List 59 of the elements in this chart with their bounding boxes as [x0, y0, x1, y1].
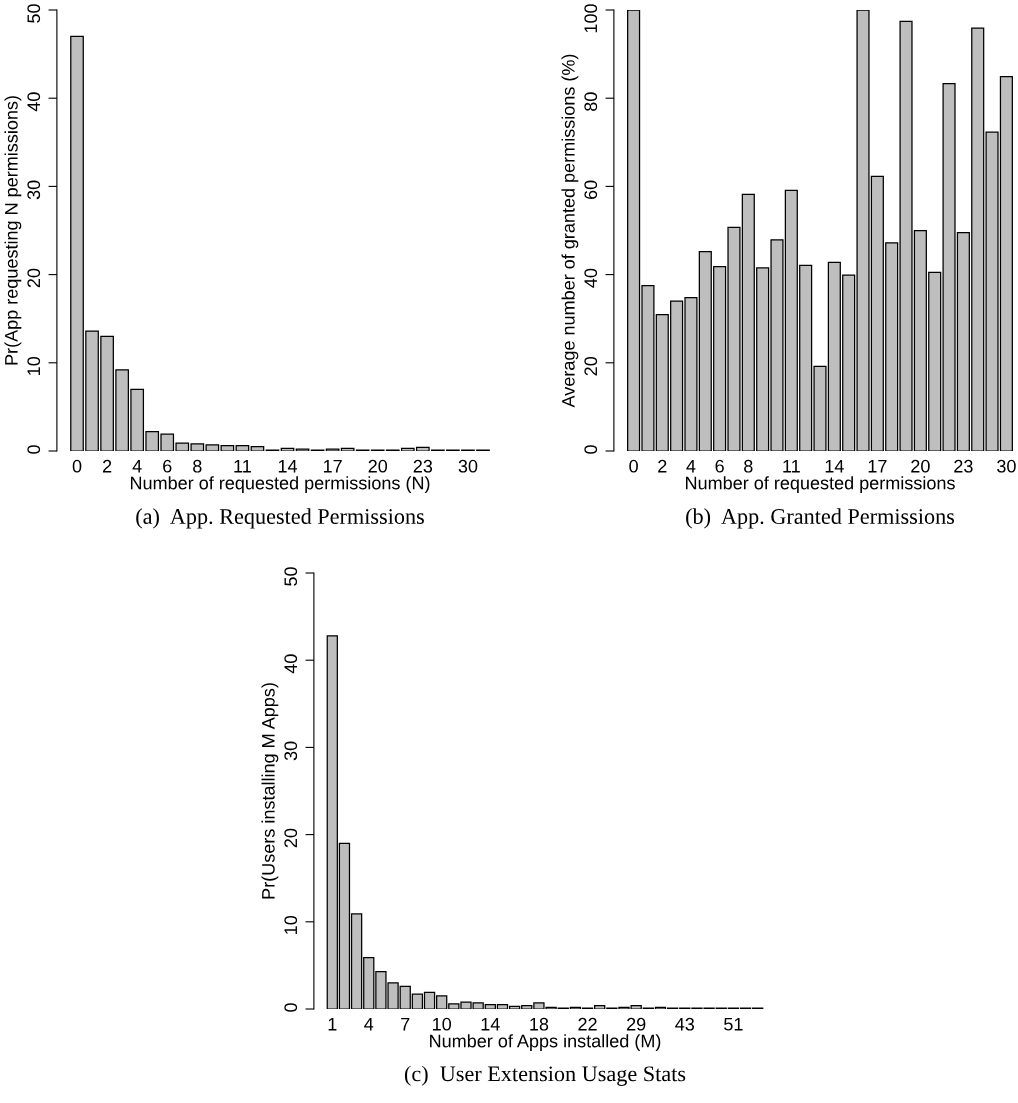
x-tick-label: 17: [323, 460, 342, 473]
y-tick-label: 30: [284, 741, 298, 761]
text: (b) App. Granted Permissions: [686, 508, 955, 529]
y-axis-title: Average number of granted permissions (%): [561, 54, 579, 408]
x-tick-label: 18: [530, 1017, 549, 1031]
x-tick-label: 7: [401, 1018, 410, 1031]
x-tick-label: 8: [193, 459, 202, 473]
y-tick-label: 40: [284, 654, 298, 674]
text: (a) App. Requested Permissions: [136, 508, 424, 529]
x-tick-label: 0: [72, 459, 82, 473]
text: (c) User Extension Usage Stats: [404, 1065, 686, 1086]
x-tick-label: 14: [825, 460, 844, 473]
y-tick-label: 10: [27, 356, 41, 375]
y-tick-label: 0: [27, 445, 41, 454]
y-tick-label: 20: [584, 356, 598, 376]
y-tick-label: 40: [584, 268, 598, 288]
y-tick-label: 20: [27, 268, 41, 288]
x-tick-label: 20: [911, 459, 930, 473]
y-tick-label: 30: [27, 180, 41, 200]
x-tick-label: 0: [629, 459, 638, 473]
x-tick-label: 11: [783, 460, 800, 473]
x-tick-label: 10: [433, 1017, 452, 1031]
y-tick-label: 60: [584, 180, 598, 200]
x-tick-label: 4: [364, 1018, 374, 1031]
x-tick-label: 4: [686, 460, 696, 473]
x-tick-label: 14: [481, 1018, 500, 1031]
x-axis-title: Number of requested permissions (N): [130, 476, 430, 493]
y-tick-label: 0: [284, 1003, 298, 1012]
x-tick-label: 43: [675, 1017, 695, 1031]
x-tick-label: 1: [328, 1018, 337, 1031]
x-tick-label: 8: [744, 459, 753, 473]
y-tick-label: 50: [27, 4, 41, 23]
x-axis-title: Number of requested permissions: [686, 476, 955, 493]
x-tick-label: 4: [132, 460, 142, 473]
y-axis-title: Pr(Users installing M Apps): [261, 683, 279, 899]
y-tick-label: 20: [284, 828, 298, 848]
x-tick-label: 17: [868, 460, 887, 473]
x-tick-label: 23: [413, 459, 433, 473]
x-tick-label: 30: [997, 459, 1016, 473]
x-tick-label: 22: [578, 1017, 597, 1031]
y-tick-label: 40: [27, 92, 41, 112]
x-tick-label: 51: [724, 1018, 743, 1031]
x-tick-label: 30: [458, 459, 478, 473]
x-axis-title: Number of Apps installed (M): [430, 1034, 661, 1051]
y-axis-title: Pr(App requesting N permissions): [4, 96, 22, 365]
x-tick-label: 6: [715, 459, 724, 473]
y-tick-label: 50: [284, 567, 298, 586]
x-tick-label: 11: [234, 460, 251, 473]
y-tick-label: 80: [584, 92, 598, 111]
x-tick-label: 29: [627, 1017, 646, 1031]
y-tick-label: 0: [584, 445, 598, 454]
x-tick-label: 14: [278, 460, 298, 473]
x-tick-label: 20: [368, 459, 388, 473]
y-tick-label: 100: [584, 4, 598, 33]
x-tick-label: 6: [163, 459, 172, 473]
x-tick-label: 2: [658, 459, 667, 473]
x-tick-label: 2: [102, 459, 112, 473]
y-tick-label: 10: [284, 915, 298, 934]
x-tick-label: 23: [954, 459, 973, 473]
